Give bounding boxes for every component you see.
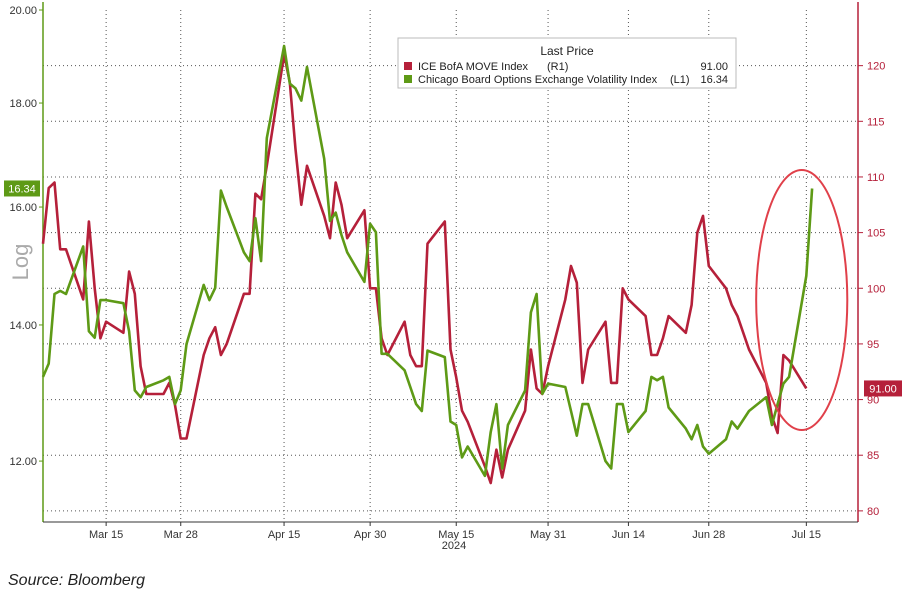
right-axis-tick-label: 95 xyxy=(867,339,879,351)
legend-axis-tag-move: (R1) xyxy=(547,61,568,73)
right-axis-tick-label: 110 xyxy=(867,172,885,184)
x-axis-tick-label: Mar 15 xyxy=(89,529,123,541)
left-axis-label: Log xyxy=(8,244,33,281)
right-axis-tick-label: 105 xyxy=(867,228,885,240)
series-line-vix xyxy=(41,44,814,478)
legend-box xyxy=(397,37,737,89)
right-last-value-tag-bg xyxy=(864,380,902,397)
x-axis-year-label: 2024 xyxy=(442,540,466,552)
axis-layer: 120 115 110 105 100 95 90 85 80 Mar 15 Mar 28 Apr 1… xyxy=(4,2,902,541)
left-last-value-tag-bg xyxy=(4,180,40,197)
x-axis-tick-label: Jul 15 xyxy=(792,529,821,541)
left-axis-tick-label: 18.00 xyxy=(9,98,37,110)
source-caption: Source: Bloomberg xyxy=(8,572,145,589)
x-axis-tick-label: Apr 15 xyxy=(268,529,300,541)
legend-swatch-vix xyxy=(404,75,412,83)
x-axis-tick-label: May 15 xyxy=(438,529,474,541)
x-axis-tick-label: Apr 30 xyxy=(354,529,386,541)
legend-value-move: 91.00 xyxy=(700,61,728,73)
x-axis-tick-label: Mar 28 xyxy=(164,529,198,541)
right-last-value-tag: 91.00 xyxy=(869,383,897,395)
chart-svg: 120 115 110 105 100 95 90 85 80 Mar 15 Mar 28 Apr 1… xyxy=(4,2,902,552)
left-axis-tick-label: 12.00 xyxy=(9,456,37,468)
left-axis-tick-label: 14.00 xyxy=(9,320,37,332)
chart: 120 115 110 105 100 95 90 85 80 Mar 15 Mar 28 Apr 1… xyxy=(4,2,902,552)
legend: Last Price ICE BofA MOVE Index (R1) 91.0… xyxy=(397,37,737,89)
series-line-move xyxy=(41,53,808,485)
legend-label-move: ICE BofA MOVE Index xyxy=(418,61,529,73)
right-axis-tick-label: 115 xyxy=(867,116,885,128)
annotation-layer xyxy=(755,169,849,431)
legend-value-vix: 16.34 xyxy=(700,74,728,86)
right-axis-tick-label: 120 xyxy=(867,61,885,73)
right-axis-tick-label: 100 xyxy=(867,283,885,295)
x-axis-tick-label: May 31 xyxy=(530,529,566,541)
right-axis-tick-label: 90 xyxy=(867,395,879,407)
highlight-ellipse xyxy=(755,169,849,431)
series-layer xyxy=(41,44,814,485)
x-axis-tick-label: Jun 14 xyxy=(612,529,645,541)
right-axis-tick-label: 80 xyxy=(867,506,879,518)
left-last-value-tag: 16.34 xyxy=(8,183,36,195)
legend-label-vix: Chicago Board Options Exchange Volatilit… xyxy=(418,74,658,86)
legend-swatch-move xyxy=(404,62,412,70)
right-axis-tick-label: 85 xyxy=(867,450,879,462)
x-axis-tick-label: Jun 28 xyxy=(692,529,725,541)
legend-axis-tag-vix: (L1) xyxy=(670,74,690,86)
left-axis-tick-label: 16.00 xyxy=(9,202,37,214)
left-axis-tick-label: 20.00 xyxy=(9,5,37,17)
legend-title: Last Price xyxy=(540,44,594,58)
